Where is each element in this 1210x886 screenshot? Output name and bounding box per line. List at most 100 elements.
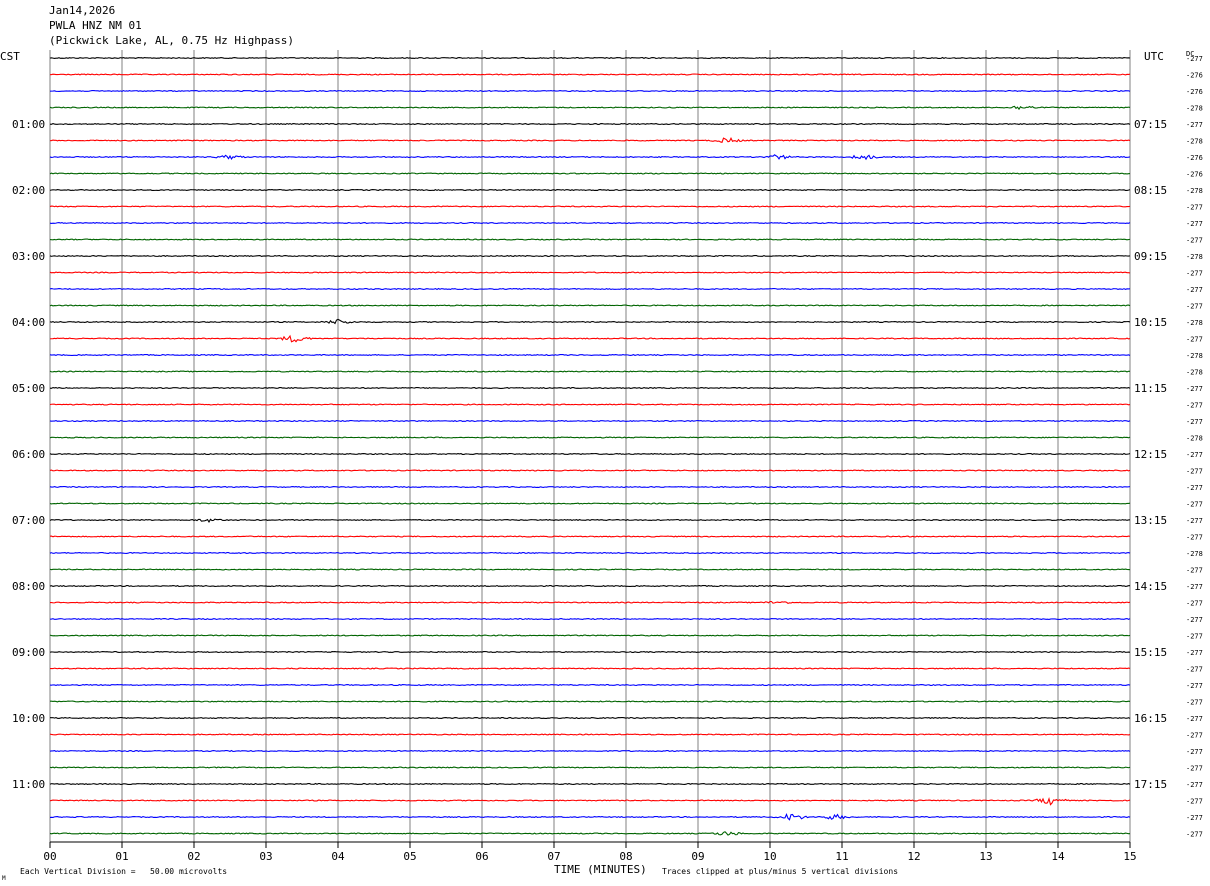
dc-offset-label: -277 [1186, 699, 1203, 707]
seismic-trace [50, 600, 1131, 604]
dc-offset-label: -277 [1186, 765, 1203, 773]
dc-offset-label: -278 [1186, 138, 1203, 146]
seismic-trace [49, 370, 1131, 373]
seismic-trace [49, 403, 1131, 406]
dc-offset-label: -277 [1186, 204, 1203, 212]
seismic-trace [49, 419, 1131, 423]
seismic-trace [49, 271, 1131, 274]
dc-offset-label: -277 [1186, 831, 1203, 839]
dc-offset-label: -277 [1186, 534, 1203, 542]
seismic-trace [49, 617, 1131, 621]
dc-offset-label: -278 [1186, 187, 1203, 195]
seismic-trace [49, 353, 1131, 357]
dc-offset-label: -278 [1186, 435, 1203, 443]
seismic-trace [49, 89, 1131, 93]
x-tick-label: 04 [331, 850, 345, 863]
seismic-trace [49, 813, 1131, 821]
axis-labels: CST UTC DC Each Vertical Division = 50.0… [0, 50, 1203, 882]
seismic-trace [49, 469, 1131, 472]
right-hour-label: 08:15 [1134, 184, 1167, 197]
seismic-trace [49, 749, 1131, 753]
station-name: PWLA HNZ NM 01 [49, 19, 142, 32]
dc-offset-label: -277 [1186, 55, 1203, 63]
dc-offset-label: -276 [1186, 154, 1203, 162]
left-hour-label: 02:00 [12, 184, 45, 197]
seismic-trace [49, 122, 1131, 126]
seismic-trace [49, 650, 1131, 654]
seismic-trace [49, 700, 1131, 703]
dc-offset-label: -277 [1186, 385, 1203, 393]
left-hour-label: 01:00 [12, 118, 45, 131]
seismic-trace [49, 485, 1131, 489]
dc-offset-label: -277 [1186, 666, 1203, 674]
dc-offset-label: -278 [1186, 369, 1203, 377]
seismic-trace [49, 766, 1131, 769]
seismic-trace [49, 568, 1131, 571]
seismic-trace [49, 782, 1131, 786]
x-tick-label: 09 [691, 850, 704, 863]
left-timezone-label: CST [0, 50, 20, 63]
seismic-trace [49, 535, 1131, 538]
dc-offset-label: -277 [1186, 616, 1203, 624]
right-hour-label: 07:15 [1134, 118, 1167, 131]
dc-offset-label: -277 [1186, 649, 1203, 657]
seismic-trace [49, 287, 1131, 291]
seismic-trace [49, 634, 1131, 637]
right-hour-label: 13:15 [1134, 514, 1167, 527]
dc-offset-label: -277 [1186, 402, 1203, 410]
dc-offset-label: -277 [1186, 286, 1203, 294]
seismic-trace [49, 584, 1131, 588]
dc-offset-label: -277 [1186, 468, 1203, 476]
seismic-trace [49, 386, 1131, 390]
dc-offset-label: -276 [1186, 72, 1203, 80]
left-hour-label: 06:00 [12, 448, 45, 461]
record-date: Jan14,2026 [49, 4, 116, 17]
left-hour-label: 03:00 [12, 250, 45, 263]
dc-offset-label: -277 [1186, 484, 1203, 492]
seismic-trace [49, 683, 1131, 687]
dc-offset-label: -277 [1186, 501, 1203, 509]
dc-offset-label: -278 [1186, 319, 1203, 327]
right-hour-label: 14:15 [1134, 580, 1167, 593]
x-tick-label: 05 [403, 850, 416, 863]
dc-offset-label: -277 [1186, 748, 1203, 756]
left-hour-label: 08:00 [12, 580, 45, 593]
seismic-trace [49, 188, 1131, 192]
x-tick-label: 06 [475, 850, 488, 863]
x-tick-label: 13 [979, 850, 992, 863]
right-timezone-label: UTC [1144, 50, 1164, 63]
x-tick-label: 01 [115, 850, 128, 863]
seismic-trace [49, 172, 1131, 175]
dc-offset-label: -278 [1186, 253, 1203, 261]
seismic-trace [49, 831, 1131, 836]
x-tick-label: 07 [547, 850, 560, 863]
seismic-traces [49, 56, 1131, 836]
right-hour-label: 10:15 [1134, 316, 1167, 329]
seismic-trace [49, 436, 1131, 439]
x-tick-label: 15 [1123, 850, 1136, 863]
left-hour-label: 05:00 [12, 382, 45, 395]
dc-offset-label: -277 [1186, 732, 1203, 740]
seismic-trace [49, 667, 1131, 670]
x-tick-label: 08 [619, 850, 632, 863]
dc-offset-label: -277 [1186, 418, 1203, 426]
seismic-trace [49, 137, 1131, 143]
dc-offset-label: -277 [1186, 600, 1203, 608]
corner-mark: M [2, 875, 6, 882]
dc-offset-label: -277 [1186, 583, 1203, 591]
clip-note: Traces clipped at plus/minus 5 vertical … [662, 867, 898, 876]
dc-offset-label: -277 [1186, 814, 1203, 822]
dc-offset-label: -276 [1186, 88, 1203, 96]
seismic-trace [49, 452, 1131, 456]
dc-offset-label: -277 [1186, 270, 1203, 278]
seismic-trace [49, 205, 1131, 208]
dc-offset-label: -277 [1186, 682, 1203, 690]
dc-offset-label: -277 [1186, 798, 1203, 806]
x-tick-label: 11 [835, 850, 848, 863]
x-axis-title: TIME (MINUTES) [554, 863, 647, 876]
dc-offset-label: -277 [1186, 633, 1203, 641]
right-hour-label: 17:15 [1134, 778, 1167, 791]
right-hour-label: 12:15 [1134, 448, 1167, 461]
dc-column-label: DC [1186, 50, 1194, 58]
